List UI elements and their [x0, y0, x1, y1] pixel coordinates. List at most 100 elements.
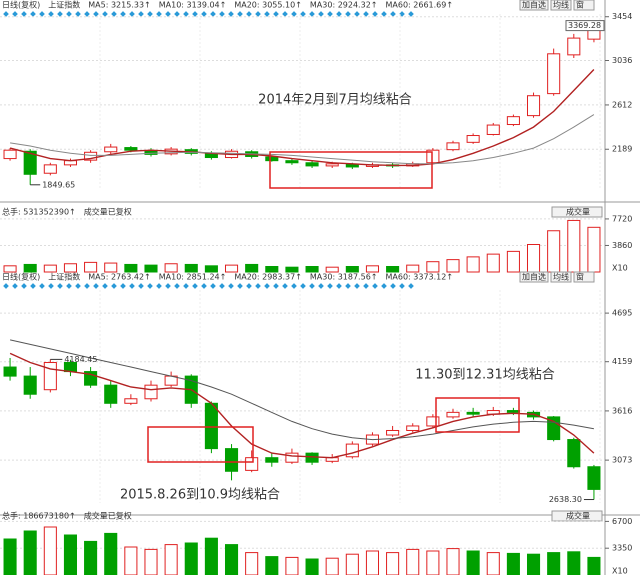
event-marker	[192, 283, 198, 289]
toolbar-label[interactable]: 加自选	[522, 272, 546, 282]
volume-bar	[184, 263, 198, 273]
event-marker	[408, 283, 414, 289]
candle-body	[345, 443, 359, 458]
event-marker	[282, 283, 288, 289]
event-marker	[318, 283, 324, 289]
volume-bar	[63, 263, 78, 273]
toolbar-label[interactable]: 加自选	[522, 0, 546, 10]
event-marker	[300, 283, 306, 289]
event-marker	[12, 11, 18, 17]
volume-bar	[506, 552, 520, 575]
candle-body	[446, 142, 460, 151]
toolbar-button[interactable]	[550, 0, 572, 11]
volume-bar	[305, 266, 319, 273]
y-tick-label: 2189	[612, 145, 632, 154]
candle-body	[144, 384, 158, 400]
event-marker	[246, 283, 252, 289]
candle-body	[426, 416, 440, 427]
toolbar-label[interactable]: 均线	[553, 272, 569, 282]
candle-body	[84, 151, 98, 161]
toolbar-label[interactable]: 窗	[576, 0, 584, 10]
volume-bar	[446, 548, 460, 575]
event-marker	[75, 283, 81, 289]
y-tick-label: 3350	[612, 544, 632, 553]
volume-bar	[164, 544, 178, 575]
event-marker	[390, 283, 396, 289]
volume-bar	[124, 546, 138, 575]
legend-item: MA30: 2924.32↑	[310, 1, 378, 10]
volume-bar	[547, 230, 561, 273]
volume-bar	[587, 556, 601, 575]
annotation-box	[435, 397, 520, 433]
volume-bar	[265, 266, 279, 273]
volume-bar	[104, 532, 118, 575]
volume-bar	[285, 266, 299, 273]
toolbar-button[interactable]	[550, 271, 572, 283]
volume-bar	[23, 263, 37, 273]
volume-bar	[144, 548, 158, 575]
volume-bar	[345, 553, 359, 575]
candle-body	[245, 457, 259, 471]
candle-body	[426, 149, 440, 164]
event-marker	[129, 283, 135, 289]
indicator-selector[interactable]	[551, 206, 603, 218]
candle-body	[124, 398, 138, 404]
candle-body	[285, 160, 299, 164]
event-marker	[3, 11, 9, 17]
annotation-text: 11.30到12.31均线粘合	[415, 368, 554, 383]
candle-body	[466, 135, 480, 143]
high-label-box	[565, 20, 605, 32]
candle-body	[567, 37, 581, 56]
toolbar-button[interactable]	[519, 0, 549, 11]
candle-body	[506, 410, 520, 413]
toolbar-button[interactable]	[519, 271, 549, 283]
indicator-selector-label[interactable]: 成交量	[566, 511, 590, 521]
y-tick-label: 3073	[612, 456, 632, 465]
toolbar-button[interactable]	[573, 0, 595, 11]
event-marker	[210, 283, 216, 289]
unit-label: X10	[612, 567, 628, 575]
candle-body	[526, 95, 541, 117]
volume-bar	[486, 253, 500, 273]
toolbar-label[interactable]: 均线	[553, 0, 569, 10]
event-marker	[291, 283, 297, 289]
volume-bar	[245, 263, 259, 273]
volume-bar	[245, 552, 259, 575]
y-tick-label: 3036	[612, 56, 632, 65]
candle-body	[23, 150, 37, 175]
event-marker	[363, 283, 369, 289]
candle-body	[547, 53, 561, 95]
y-tick-label: 2612	[612, 100, 632, 109]
indicator-selector-label[interactable]: 成交量	[566, 207, 590, 217]
toolbar-button[interactable]	[573, 271, 595, 283]
candle-body	[265, 457, 279, 463]
event-marker	[147, 283, 153, 289]
volume-bar	[547, 552, 561, 575]
candle-body	[446, 411, 460, 418]
legend-item: MA5: 2763.42↑	[88, 273, 151, 282]
candle-body	[104, 146, 118, 153]
candle-body	[204, 402, 218, 450]
volume-bar	[386, 552, 400, 575]
header-label: 上证指数	[48, 0, 80, 10]
volume-bar	[506, 250, 520, 273]
event-marker	[21, 11, 27, 17]
candle-body	[506, 116, 520, 126]
volume-bar	[43, 264, 57, 273]
event-marker	[138, 283, 144, 289]
candle-body	[265, 156, 279, 162]
volume-bar	[406, 264, 420, 273]
event-marker	[264, 283, 270, 289]
low-label: 1849.65	[42, 180, 75, 189]
volume-bar	[466, 550, 480, 575]
candle-body	[325, 163, 339, 167]
toolbar-label[interactable]: 窗	[576, 272, 584, 282]
event-marker	[399, 283, 405, 289]
candle-body	[587, 466, 601, 490]
volume-bar	[567, 551, 581, 575]
volume-header: 总手: 186673180↑	[2, 511, 76, 521]
legend-item: MA60: 2661.69↑	[385, 1, 453, 10]
candle-body	[43, 164, 57, 174]
volume-bar	[164, 263, 178, 273]
candle-body	[3, 149, 17, 160]
